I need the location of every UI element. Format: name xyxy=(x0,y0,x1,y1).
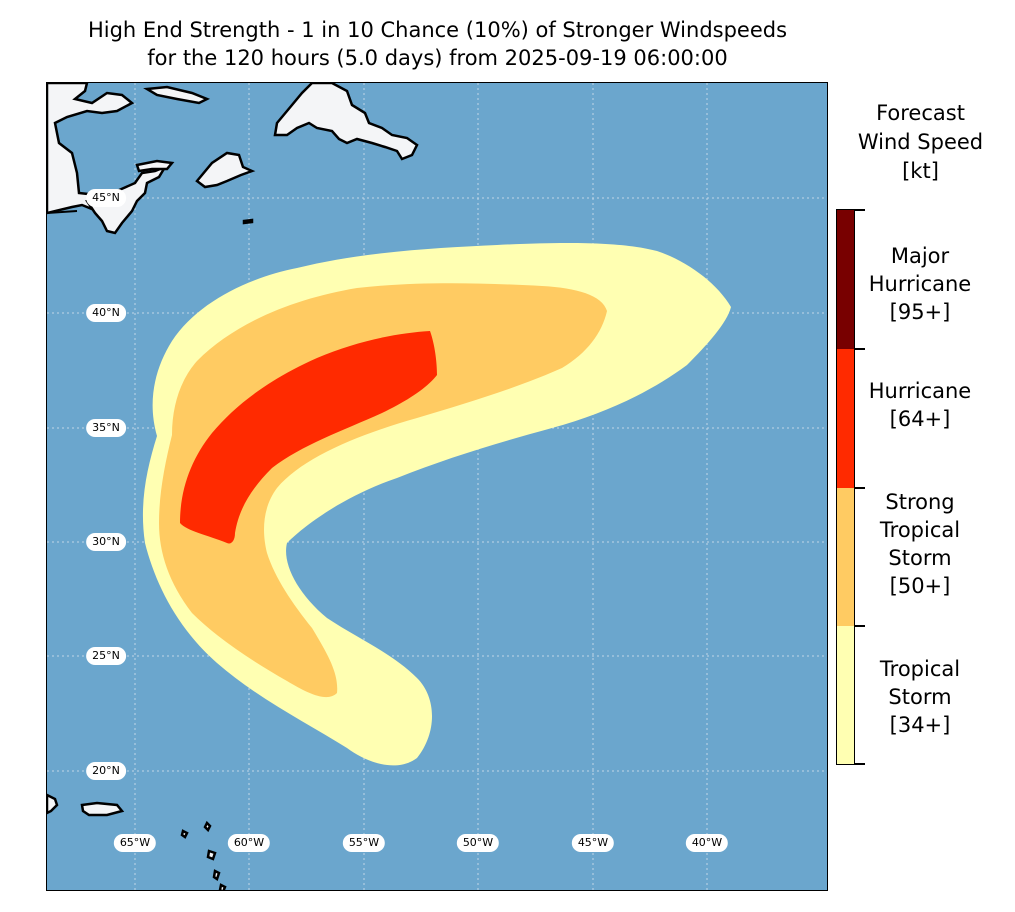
lon-label-45w: 45°W xyxy=(571,834,615,852)
map-canvas xyxy=(47,83,827,890)
lat-label-40n: 40°N xyxy=(86,304,126,322)
land-lesser-antilles-5 xyxy=(218,883,227,890)
swath-hurricane xyxy=(180,331,437,544)
land-lesser-antilles-3 xyxy=(206,849,217,861)
land-lesser-antilles-1 xyxy=(180,829,189,839)
lon-label-55w: 55°W xyxy=(342,834,386,852)
colorbar-tick xyxy=(855,487,865,489)
colorbar-tick xyxy=(855,763,865,765)
label-line: Storm xyxy=(888,546,952,570)
lon-label-65w: 65°W xyxy=(113,834,157,852)
label-line: Strong xyxy=(885,490,955,514)
colorbar-tick xyxy=(855,348,865,350)
landmasses xyxy=(47,83,419,890)
lon-label-50w: 50°W xyxy=(456,834,500,852)
land-pei xyxy=(135,159,175,173)
lat-label-20n: 20°N xyxy=(86,762,126,780)
label-line: [64+] xyxy=(889,407,951,431)
land-sable xyxy=(242,218,254,225)
wind-probability-map[interactable]: 45°N 40°N 35°N 30°N 25°N 20°N 65°W 60°W … xyxy=(46,82,828,891)
lat-label-35n: 35°N xyxy=(86,419,126,437)
label-line: Hurricane xyxy=(868,272,972,296)
label-line: [50+] xyxy=(889,574,951,598)
coastline-detail xyxy=(47,210,78,214)
colorbar-label-major-hurricane: Major Hurricane [95+] xyxy=(850,242,990,326)
colorbar-segment-major-hurricane xyxy=(837,210,854,349)
colorbar-segment-strong-tropical-storm xyxy=(837,488,854,626)
colorbar xyxy=(836,209,855,765)
colorbar-label-strong-tropical-storm: Strong Tropical Storm [50+] xyxy=(850,488,990,600)
label-line: Tropical xyxy=(879,518,961,542)
label-line: Tropical xyxy=(879,657,961,681)
label-line: [95+] xyxy=(889,300,951,324)
land-anticosti xyxy=(143,85,211,105)
land-nova-scotia xyxy=(85,164,168,235)
lat-label-25n: 25°N xyxy=(86,647,126,665)
label-line: Hurricane xyxy=(868,379,972,403)
colorbar-segment-hurricane xyxy=(837,349,854,488)
colorbar-tick xyxy=(855,625,865,627)
lon-label-40w: 40°W xyxy=(685,834,729,852)
colorbar-title-line-3: [kt] xyxy=(902,159,939,183)
colorbar-tick xyxy=(855,209,865,211)
colorbar-title-line-2: Wind Speed xyxy=(857,130,984,154)
colorbar-label-hurricane: Hurricane [64+] xyxy=(850,377,990,433)
colorbar-label-tropical-storm: Tropical Storm [34+] xyxy=(850,655,990,739)
land-hispaniola-west xyxy=(47,793,59,815)
land-cape-breton xyxy=(195,151,256,189)
land-lesser-antilles-2 xyxy=(203,820,212,833)
lon-label-60w: 60°W xyxy=(227,834,271,852)
land-lesser-antilles-4 xyxy=(212,869,221,881)
colorbar-title-line-1: Forecast xyxy=(876,101,965,125)
map-title-line-2: for the 120 hours (5.0 days) from 2025-0… xyxy=(147,46,728,70)
land-hispaniola-pr xyxy=(80,801,125,817)
land-newfoundland xyxy=(273,83,419,161)
lat-label-45n: 45°N xyxy=(86,189,126,207)
label-line: Major xyxy=(890,244,950,268)
map-title-line-1: High End Strength - 1 in 10 Chance (10%)… xyxy=(87,18,788,42)
colorbar-segment-tropical-storm xyxy=(837,626,854,764)
label-line: Storm xyxy=(888,685,952,709)
label-line: [34+] xyxy=(889,713,951,737)
lat-label-30n: 30°N xyxy=(86,533,126,551)
